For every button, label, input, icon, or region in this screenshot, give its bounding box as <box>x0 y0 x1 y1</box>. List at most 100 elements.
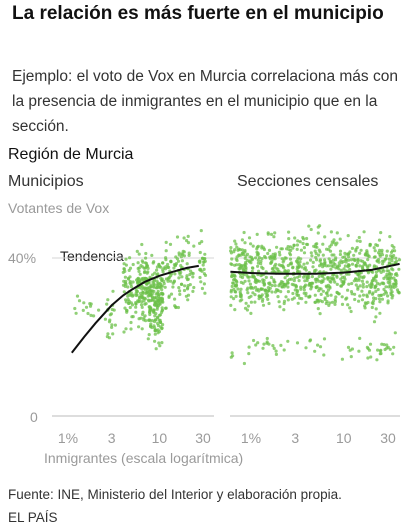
scatter-point <box>302 262 306 266</box>
scatter-point <box>176 259 181 263</box>
scatter-point <box>147 281 151 285</box>
scatter-point <box>122 267 126 271</box>
scatter-point <box>159 276 163 280</box>
scatter-point <box>186 234 190 238</box>
scatter-point <box>229 251 233 255</box>
scatter-point <box>249 300 253 304</box>
scatter-point <box>277 250 281 254</box>
scatter-point <box>256 251 260 255</box>
scatter-point <box>144 319 148 323</box>
scatter-point <box>279 290 283 294</box>
scatter-point <box>187 253 191 257</box>
scatter-point <box>304 294 308 298</box>
scatter-point <box>342 275 346 279</box>
scatter-point <box>247 295 251 300</box>
scatter-point <box>271 344 275 348</box>
scatter-point <box>262 342 266 346</box>
scatter-point <box>183 284 187 288</box>
scatter-point <box>144 256 148 260</box>
scatter-point <box>359 259 363 263</box>
scatter-point <box>381 262 385 266</box>
scatter-point <box>307 224 311 228</box>
scatter-point <box>140 327 144 331</box>
scatter-point <box>379 348 383 352</box>
scatter-point <box>255 232 259 236</box>
scatter-point <box>368 263 372 267</box>
scatter-point <box>246 304 250 308</box>
scatter-point <box>273 231 277 235</box>
scatter-point <box>345 296 349 300</box>
scatter-point <box>311 265 315 269</box>
scatter-point <box>245 258 249 263</box>
scatter-point <box>328 249 333 253</box>
scatter-point <box>314 268 318 272</box>
scatter-point <box>282 308 286 312</box>
scatter-point <box>129 327 133 331</box>
scatter-point <box>393 331 397 335</box>
scatter-point <box>147 318 151 322</box>
scatter-point <box>380 250 384 254</box>
scatter-point <box>105 302 109 306</box>
scatter-point <box>254 343 258 347</box>
scatter-point <box>146 337 150 341</box>
scatter-point <box>243 279 247 283</box>
scatter-point <box>176 305 180 310</box>
scatter-point <box>257 256 261 260</box>
scatter-point <box>374 284 378 288</box>
scatter-point <box>236 287 240 291</box>
scatter-point <box>375 259 379 263</box>
scatter-point <box>233 308 237 312</box>
scatter-point <box>284 256 288 260</box>
scatter-point <box>126 294 130 298</box>
scatter-point <box>340 302 345 306</box>
scatter-point <box>179 282 184 286</box>
scatter-point <box>148 312 152 317</box>
scatter-point <box>389 291 393 295</box>
scatter-point <box>320 274 325 279</box>
scatter-point <box>394 256 398 260</box>
scatter-point <box>276 295 280 299</box>
scatter-point <box>134 302 138 306</box>
scatter-point <box>374 315 378 319</box>
scatter-point <box>365 280 369 284</box>
scatter-point <box>357 235 361 240</box>
scatter-point <box>384 257 388 261</box>
scatter-point <box>319 292 323 296</box>
scatter-point <box>329 230 333 234</box>
scatter-point <box>238 290 242 294</box>
scatter-point <box>157 341 161 345</box>
scatter-point <box>295 341 300 345</box>
scatter-point <box>347 282 351 286</box>
scatter-point <box>353 297 357 302</box>
scatter-point <box>251 266 255 270</box>
scatter-point <box>384 291 388 295</box>
scatter-point <box>379 293 383 297</box>
scatter-point <box>235 263 239 267</box>
scatter-point <box>247 352 251 356</box>
scatter-point <box>343 255 347 259</box>
scatter-point <box>286 298 290 302</box>
scatter-point <box>329 260 333 264</box>
scatter-point <box>313 300 318 304</box>
scatter-point <box>318 259 322 263</box>
scatter-point <box>337 263 342 268</box>
scatter-point <box>279 343 283 347</box>
scatter-point <box>259 287 263 291</box>
scatter-point <box>331 265 335 269</box>
scatter-point <box>379 351 383 356</box>
scatter-point <box>148 275 152 279</box>
x-tick-label: 30 <box>380 430 396 446</box>
scatter-point <box>328 276 332 280</box>
scatter-point <box>197 259 201 264</box>
scatter-point <box>147 299 151 303</box>
scatter-point <box>173 297 177 301</box>
scatter-point <box>347 272 351 276</box>
scatter-point <box>329 293 333 297</box>
scatter-point <box>130 303 135 307</box>
scatter-point <box>309 227 313 232</box>
scatter-point <box>323 297 327 302</box>
scatter-point <box>179 270 183 274</box>
scatter-point <box>172 266 176 270</box>
scatter-point <box>185 278 190 282</box>
